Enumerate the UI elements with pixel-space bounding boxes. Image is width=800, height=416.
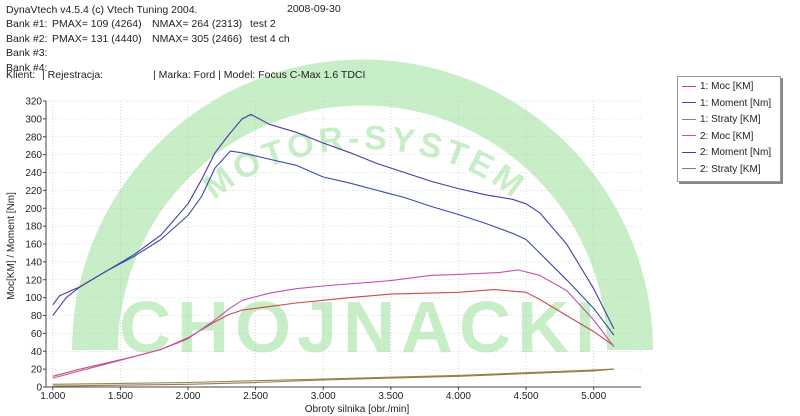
chart-series xyxy=(52,113,615,387)
bank1-test: test 2 xyxy=(250,18,276,31)
bank2-pmax: PMAX= 131 (4440) xyxy=(52,32,142,45)
x-tick-label: 2.000 xyxy=(175,391,200,402)
legend-swatch xyxy=(682,102,696,104)
y-tick-label: 60 xyxy=(31,329,43,340)
legend-label: 2: Moment [Nm] xyxy=(700,147,772,158)
legend-swatch xyxy=(682,151,696,153)
y-tick-label: 40 xyxy=(31,347,43,358)
axis-ticks: 0 20 40 60 80 100 120 140 160 180 200 220 240 260 280 3… xyxy=(25,97,606,403)
bank2-nmax: NMAX= 305 (2466) xyxy=(152,32,243,45)
legend-swatch xyxy=(682,168,696,170)
x-axis-label: Obroty silnika [obr./min] xyxy=(305,404,410,415)
bank1-pmax: PMAX= 109 (4264) xyxy=(52,18,142,31)
client-label: Klient: xyxy=(6,69,36,81)
legend-item: 1: Straty [KM] xyxy=(682,114,761,130)
x-tick-label: 3.000 xyxy=(311,391,336,402)
y-tick-label: 220 xyxy=(25,186,42,197)
chart-legend: 1: Moc [KM] 1: Moment [Nm] 1: Straty [KM] 2… xyxy=(677,76,781,182)
series-line-2 xyxy=(52,150,615,336)
legend-item: 1: Moment [Nm] xyxy=(682,98,771,114)
legend-label: 1: Moc [KM] xyxy=(700,81,754,92)
y-tick-label: 120 xyxy=(25,275,42,286)
legend-item: 2: Moc [KM] xyxy=(682,131,753,147)
y-tick-label: 280 xyxy=(25,132,42,143)
x-tick-label: 4.500 xyxy=(514,391,539,402)
y-tick-label: 0 xyxy=(36,383,42,394)
series-line-5 xyxy=(52,113,615,330)
legend-label: 2: Straty [KM] xyxy=(700,163,761,175)
legend-label: 1: Moment [Nm] xyxy=(700,97,772,109)
y-tick-label: 320 xyxy=(25,97,42,108)
legend-swatch xyxy=(682,118,696,120)
bank3-label: Bank #3: xyxy=(6,47,48,60)
bank1-label: Bank #1: xyxy=(6,18,48,31)
legend-label: 2: Moc [KM] xyxy=(700,130,754,142)
legend-swatch xyxy=(682,85,696,87)
series-line-4 xyxy=(52,269,615,379)
legend-item: 2: Moment [Nm] xyxy=(682,147,771,163)
bank4-label: Bank #4: xyxy=(6,61,48,74)
legend-swatch xyxy=(682,135,696,137)
y-tick-label: 80 xyxy=(31,311,43,322)
y-tick-label: 20 xyxy=(31,365,43,376)
y-tick-label: 300 xyxy=(25,114,42,125)
series-line-3 xyxy=(52,368,615,385)
chart-grid xyxy=(46,100,641,388)
bank1-nmax: NMAX= 264 (2313) xyxy=(152,18,243,31)
y-tick-label: 100 xyxy=(25,293,42,304)
watermark-big-text: CHOJNACKI xyxy=(119,288,601,368)
registration-label: | Rejestracja: xyxy=(42,69,104,81)
bank2-test: test 4 ch xyxy=(250,32,290,45)
y-tick-label: 200 xyxy=(25,204,42,215)
y-tick-label: 240 xyxy=(25,168,42,179)
x-tick-label: 3.500 xyxy=(378,391,403,402)
y-tick-label: 140 xyxy=(25,257,42,268)
test-date: 2008-09-30 xyxy=(287,3,341,15)
y-tick-label: 160 xyxy=(25,240,42,251)
y-tick-label: 260 xyxy=(25,150,42,161)
app-title: DynaVtech v4.5.4 (c) Vtech Tuning 2004. xyxy=(6,4,198,16)
x-tick-label: 1.000 xyxy=(40,391,65,402)
x-tick-label: 5.000 xyxy=(581,391,606,402)
legend-item: 2: Straty [KM] xyxy=(682,164,761,180)
y-tick-label: 180 xyxy=(25,222,42,233)
y-axis-label: Moc[KM] / Moment [Nm] xyxy=(6,192,17,300)
bank2-label: Bank #2: xyxy=(6,32,48,45)
series-line-6 xyxy=(52,368,615,387)
legend-label: 1: Straty [KM] xyxy=(700,114,761,125)
x-tick-label: 2.500 xyxy=(243,391,268,402)
x-tick-label: 1.500 xyxy=(108,391,133,402)
make-model-label: | Marka: Ford | Model: Focus C-Max 1.6 T… xyxy=(153,69,366,81)
x-tick-label: 4.000 xyxy=(446,391,471,402)
legend-item: 1: Moc [KM] xyxy=(682,81,753,97)
